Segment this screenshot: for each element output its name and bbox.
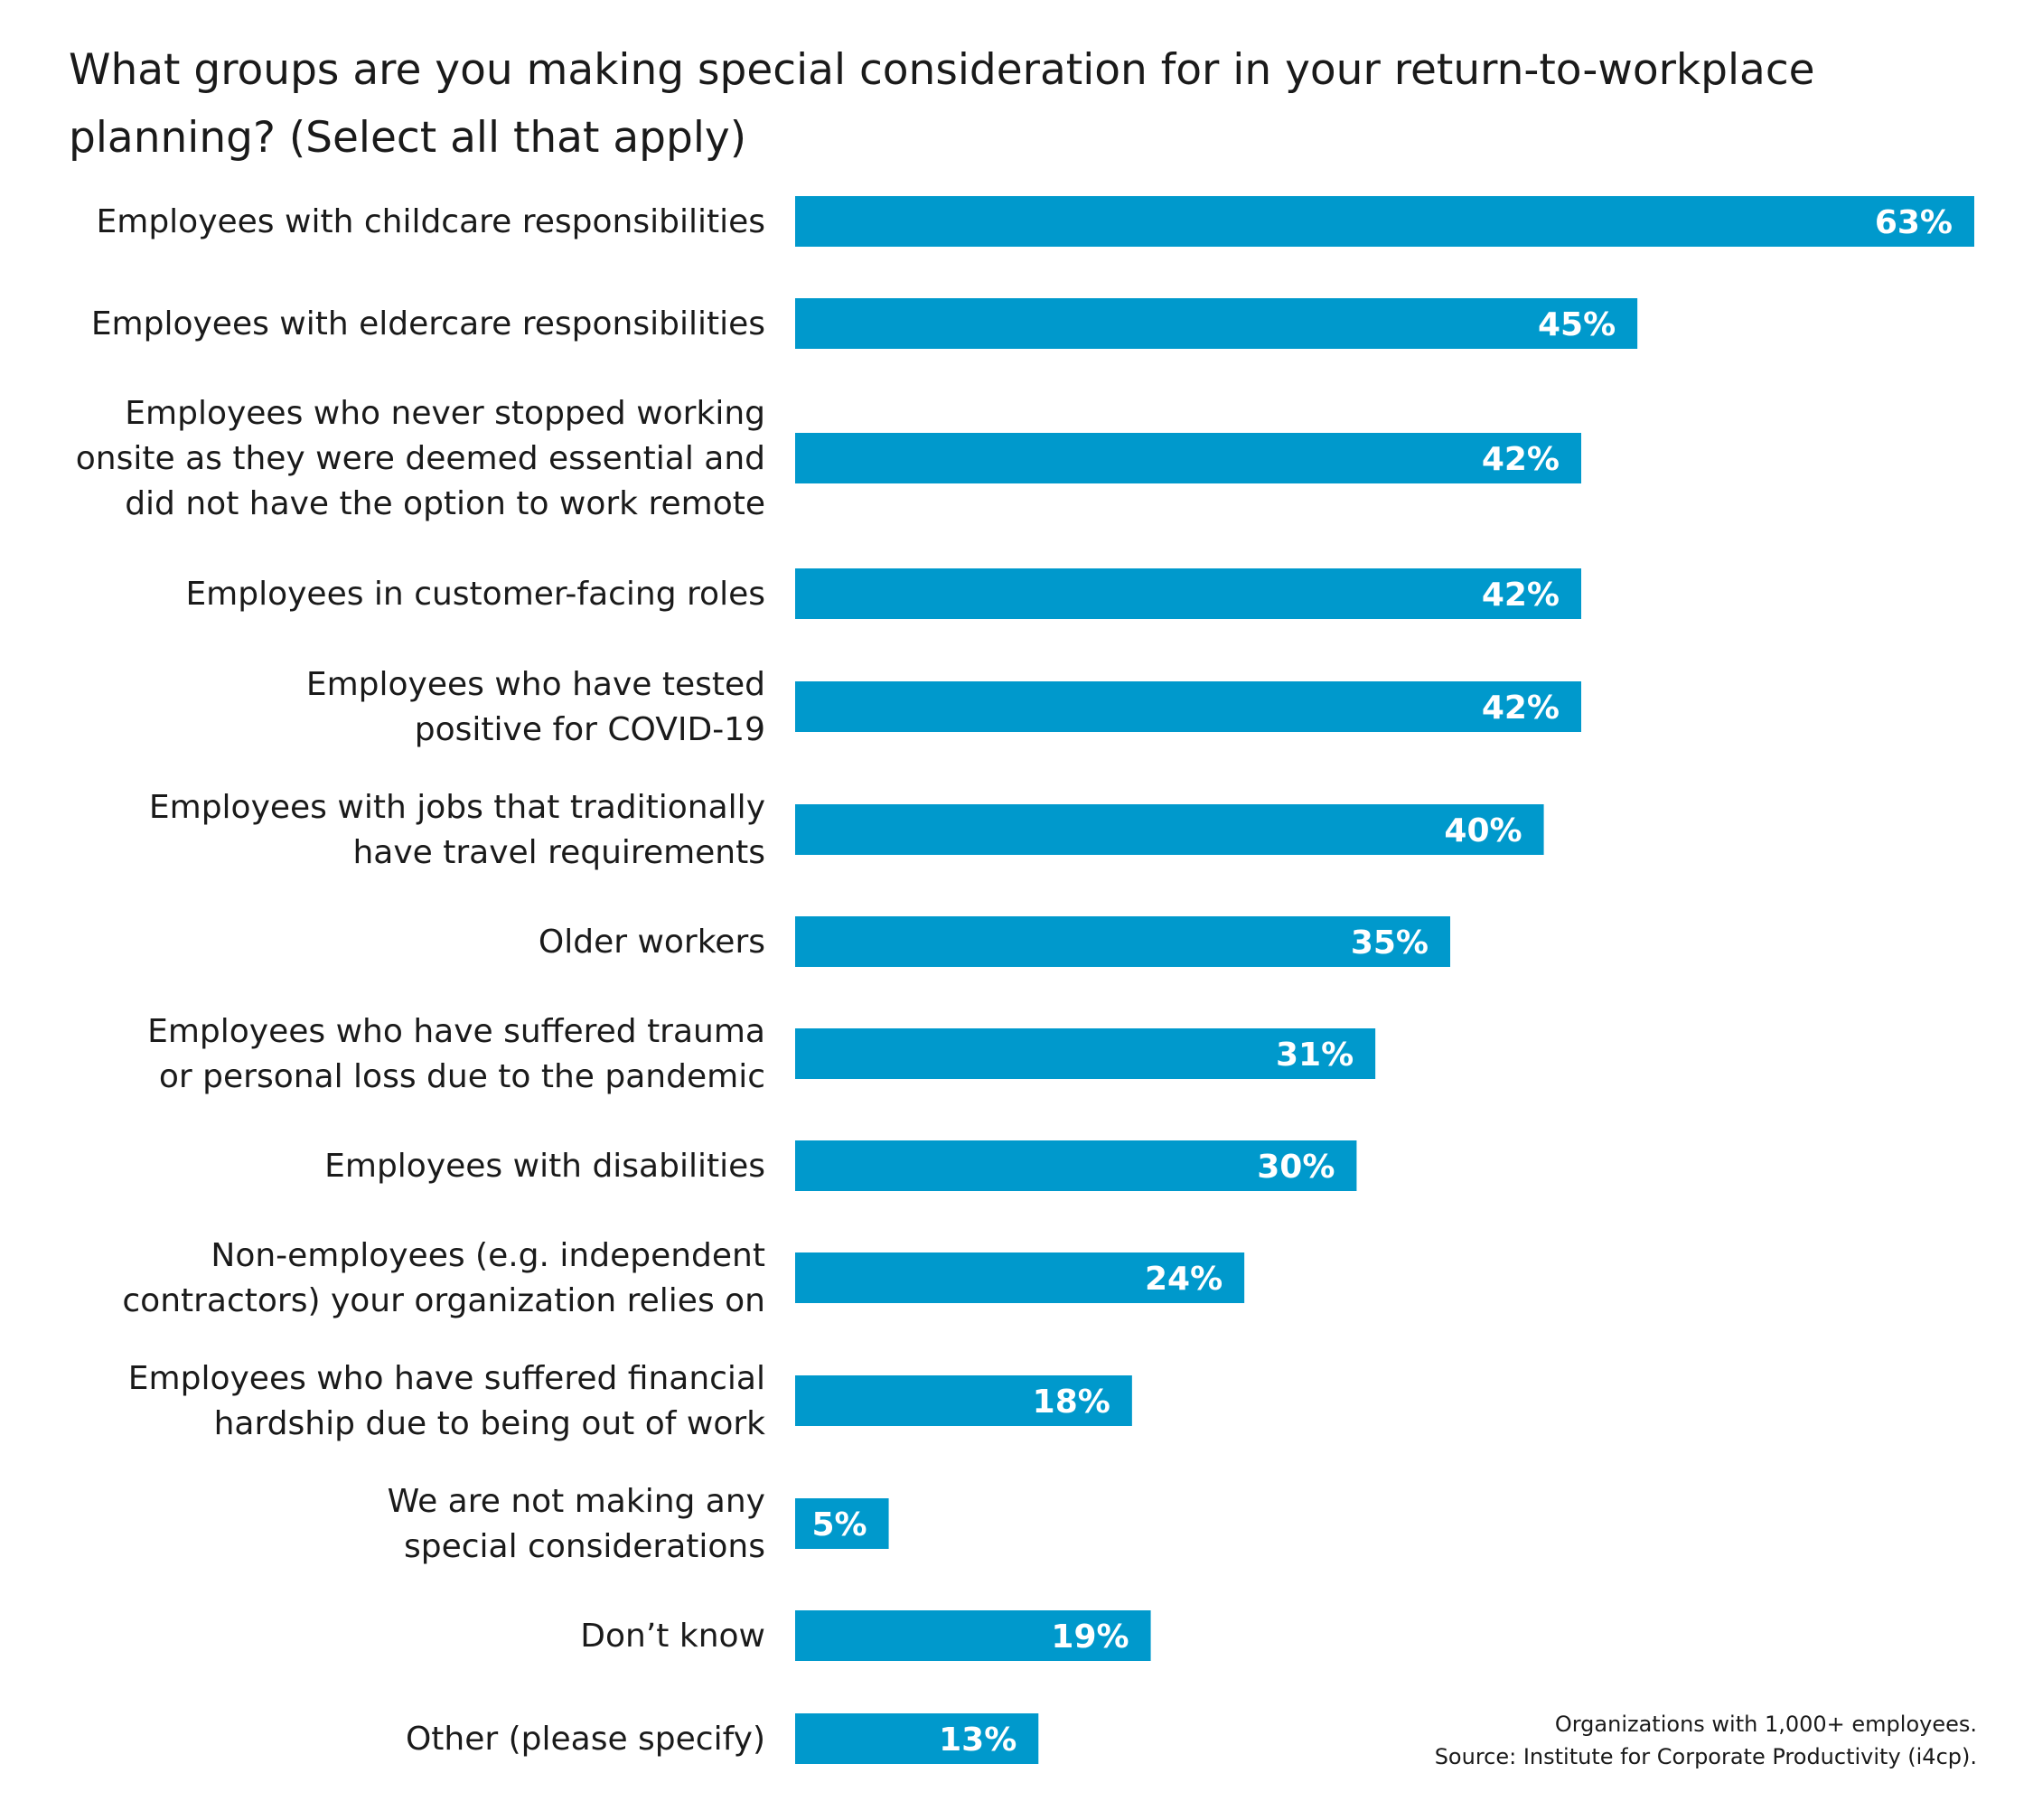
bar-value-label: 35%	[1351, 924, 1429, 962]
category-label: Employees with eldercare responsibilitie…	[91, 305, 765, 342]
bar	[795, 1252, 1245, 1303]
footnote: Organizations with 1,000+ employees. Sou…	[1435, 1708, 1977, 1773]
bar	[795, 1140, 1357, 1191]
chart-title: What groups are you making special consi…	[69, 45, 1815, 163]
bar	[795, 1375, 1132, 1426]
category-label: did not have the option to work remote	[125, 485, 765, 522]
bar	[795, 1498, 889, 1549]
category-label: Employees with jobs that traditionally	[149, 789, 765, 826]
bar-value-label: 18%	[1033, 1384, 1110, 1421]
bar	[795, 298, 1638, 349]
footnote-sample: Organizations with 1,000+ employees.	[1554, 1712, 1977, 1737]
bar-value-label: 42%	[1482, 441, 1560, 478]
bar-value-label: 24%	[1145, 1261, 1223, 1298]
bar-value-label: 42%	[1482, 690, 1560, 727]
category-label: or personal loss due to the pandemic	[159, 1058, 765, 1095]
bar-value-label: 31%	[1276, 1037, 1354, 1074]
footnote-source: Source: Institute for Corporate Producti…	[1434, 1744, 1977, 1769]
category-label: positive for COVID-19	[415, 711, 765, 748]
bar-value-label: 42%	[1482, 577, 1560, 614]
category-label: We are not making any	[388, 1483, 765, 1520]
category-label: Non-employees (e.g. independent	[211, 1237, 765, 1274]
bar	[795, 681, 1581, 732]
category-label: Other (please specify)	[406, 1721, 765, 1758]
bar	[795, 1610, 1151, 1661]
bar-value-label: 40%	[1444, 812, 1522, 849]
category-label: contractors) your organization relies on	[122, 1282, 765, 1319]
category-label: Older workers	[539, 924, 765, 961]
bar-value-label: 45%	[1538, 306, 1616, 343]
bar-value-label: 30%	[1257, 1149, 1335, 1186]
category-label: Employees with childcare responsibilitie…	[97, 203, 765, 240]
category-label: Employees who never stopped working	[125, 395, 765, 432]
category-label: special considerations	[404, 1528, 765, 1565]
category-label: Employees with disabilities	[324, 1148, 765, 1185]
category-label: Don’t know	[580, 1618, 765, 1655]
bar	[795, 916, 1450, 967]
category-label: Employees who have suffered financial	[128, 1360, 765, 1397]
category-label: Employees who have suffered trauma	[147, 1013, 765, 1050]
bar-value-label: 19%	[1051, 1618, 1129, 1656]
category-label: Employees who have tested	[306, 666, 765, 703]
bar	[795, 568, 1581, 619]
bar-value-label: 63%	[1875, 204, 1953, 241]
category-label: Employees in customer-facing roles	[185, 576, 765, 613]
bar	[795, 433, 1581, 483]
bar	[795, 1028, 1376, 1079]
bar	[795, 196, 1974, 247]
category-label: have travel requirements	[352, 834, 765, 871]
category-label: onsite as they were deemed essential and	[76, 440, 765, 477]
bar	[795, 1713, 1039, 1764]
category-label: hardship due to being out of work	[214, 1405, 766, 1442]
bar	[795, 804, 1544, 855]
bar-value-label: 5%	[811, 1506, 867, 1543]
bar-value-label: 13%	[939, 1721, 1016, 1759]
